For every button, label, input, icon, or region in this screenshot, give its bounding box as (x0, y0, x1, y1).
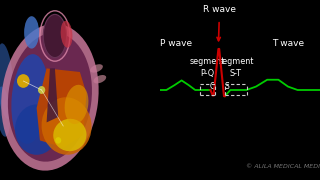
Ellipse shape (24, 16, 39, 49)
Circle shape (38, 86, 45, 94)
Text: T wave: T wave (272, 39, 304, 48)
Polygon shape (47, 68, 58, 122)
Ellipse shape (0, 86, 10, 137)
Text: P wave: P wave (160, 39, 192, 48)
Ellipse shape (8, 33, 92, 162)
Ellipse shape (15, 104, 58, 155)
Ellipse shape (1, 24, 99, 171)
Circle shape (17, 74, 30, 88)
Polygon shape (36, 68, 86, 148)
Ellipse shape (65, 85, 88, 124)
Circle shape (55, 137, 61, 144)
Text: S-T: S-T (230, 69, 242, 78)
Text: segment: segment (218, 57, 254, 66)
Ellipse shape (53, 119, 86, 151)
Ellipse shape (0, 43, 14, 119)
Ellipse shape (90, 64, 103, 73)
Text: Q: Q (210, 82, 215, 91)
Text: R wave: R wave (203, 5, 236, 14)
Ellipse shape (61, 21, 72, 48)
Ellipse shape (43, 14, 67, 58)
Ellipse shape (42, 97, 92, 155)
Text: © ALILA MEDICAL MEDIA: © ALILA MEDICAL MEDIA (246, 164, 320, 169)
Text: P-Q: P-Q (200, 69, 214, 78)
Ellipse shape (12, 54, 49, 144)
Text: S: S (224, 82, 229, 91)
Ellipse shape (93, 75, 106, 83)
Text: segment: segment (189, 57, 225, 66)
